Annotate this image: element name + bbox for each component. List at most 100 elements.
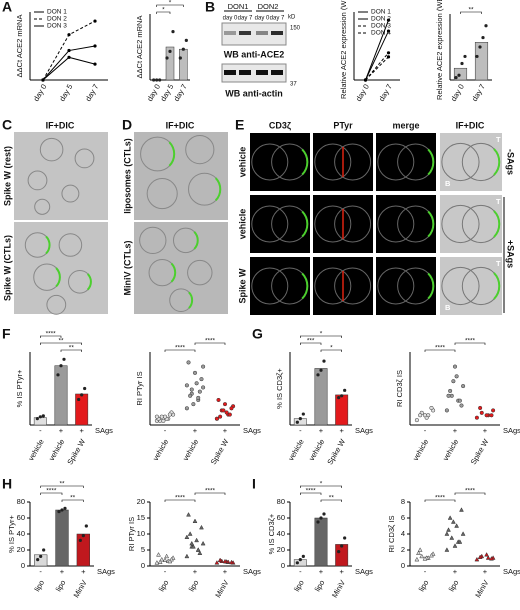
- point: [460, 531, 466, 536]
- point: [414, 418, 419, 423]
- point: [322, 359, 326, 363]
- significance-label: *: [162, 7, 165, 14]
- blot-label: WB anti-ACE2: [224, 49, 285, 59]
- point: [491, 408, 496, 413]
- x-tick-label: vehicle: [411, 437, 430, 462]
- point: [340, 394, 344, 398]
- y-tick-label: 60: [277, 513, 285, 522]
- stain: [301, 148, 309, 176]
- y-tick-label: 15: [137, 513, 145, 522]
- significance-bracket: [300, 342, 322, 345]
- stain: [170, 262, 177, 283]
- stain: [45, 235, 51, 255]
- micrograph: [440, 257, 502, 315]
- blot-image: [221, 22, 287, 46]
- point: [216, 397, 221, 403]
- micrograph: [250, 257, 310, 315]
- point: [454, 523, 460, 528]
- x-tick-label: Spike W: [325, 437, 347, 466]
- blot-band: [239, 70, 251, 75]
- significance-label: ****: [46, 488, 57, 495]
- cell: [334, 267, 372, 305]
- point: [448, 388, 453, 393]
- panel-letter: C: [2, 117, 12, 133]
- point: [222, 402, 228, 407]
- micrograph: [134, 132, 228, 220]
- x-tick-label: lipo: [417, 578, 431, 593]
- point: [418, 413, 423, 418]
- significance-bracket: [300, 335, 342, 338]
- y-tick-label: 40: [17, 529, 25, 538]
- x-tick-label: vehicle: [441, 437, 460, 462]
- point: [475, 54, 479, 59]
- point: [56, 373, 60, 377]
- significance-bracket: [320, 499, 342, 502]
- point: [201, 385, 206, 390]
- bar: [453, 67, 468, 81]
- condition-sign: -: [164, 567, 167, 576]
- bar: [335, 544, 349, 567]
- point: [93, 44, 97, 48]
- condition-label: SAgs: [503, 426, 520, 435]
- micrograph: [376, 257, 436, 315]
- point: [186, 360, 191, 365]
- panel-letter: B: [205, 0, 215, 15]
- significance-bracket: [300, 485, 342, 488]
- y-axis-label: RI CD3ζ IS: [395, 370, 404, 407]
- panel-letter: D: [122, 117, 132, 133]
- point: [295, 561, 299, 565]
- point: [41, 414, 45, 418]
- point: [81, 534, 85, 538]
- point: [222, 558, 228, 564]
- point: [214, 560, 220, 565]
- series-line: [365, 30, 389, 81]
- condition-sign: +: [223, 426, 228, 435]
- point: [199, 524, 204, 530]
- x-tick-label: day 5: [57, 82, 74, 102]
- point: [41, 78, 45, 82]
- point: [60, 508, 64, 512]
- cell: [251, 205, 289, 243]
- condition-sign: +: [319, 426, 324, 435]
- point: [449, 535, 455, 540]
- point: [189, 387, 194, 392]
- point: [478, 405, 483, 411]
- significance-bracket: [40, 492, 63, 495]
- significance-bracket: [194, 492, 226, 495]
- bar: [314, 368, 328, 426]
- point: [184, 38, 188, 43]
- point: [201, 364, 206, 369]
- cell-label: B: [445, 179, 451, 188]
- condition-sign: +: [59, 426, 64, 435]
- x-tick-label: Spike W: [65, 437, 87, 466]
- point: [159, 556, 165, 562]
- point: [419, 553, 425, 559]
- point: [161, 418, 166, 423]
- legend-label: DON 2: [371, 16, 391, 23]
- point: [343, 388, 347, 392]
- point: [363, 78, 368, 82]
- blot-band: [256, 70, 268, 75]
- x-tick-label: vehicle: [151, 437, 170, 462]
- x-tick-label: MiniV: [213, 578, 230, 599]
- column-header: CD3ζ: [269, 120, 291, 130]
- point: [197, 389, 202, 394]
- legend-label: DON 1: [371, 9, 391, 16]
- cell: [187, 259, 213, 286]
- condition-sign: -: [39, 567, 42, 576]
- significance-bracket: [40, 335, 62, 338]
- condition-sign: +: [193, 567, 198, 576]
- y-tick-label: 80: [277, 497, 285, 506]
- cell: [441, 204, 480, 244]
- significance-bracket: [454, 492, 486, 495]
- point: [457, 73, 461, 77]
- micrograph: [376, 133, 436, 191]
- donor-label: DON1: [228, 2, 249, 11]
- point: [154, 560, 160, 565]
- significance-bracket: [164, 499, 196, 502]
- condition-sign: +: [193, 426, 198, 435]
- column-header: PTyr: [333, 120, 353, 130]
- y-axis-label: % IS CD3ζ+: [267, 513, 276, 554]
- y-axis-label: RI PTyr IS: [135, 371, 144, 405]
- point: [451, 379, 456, 384]
